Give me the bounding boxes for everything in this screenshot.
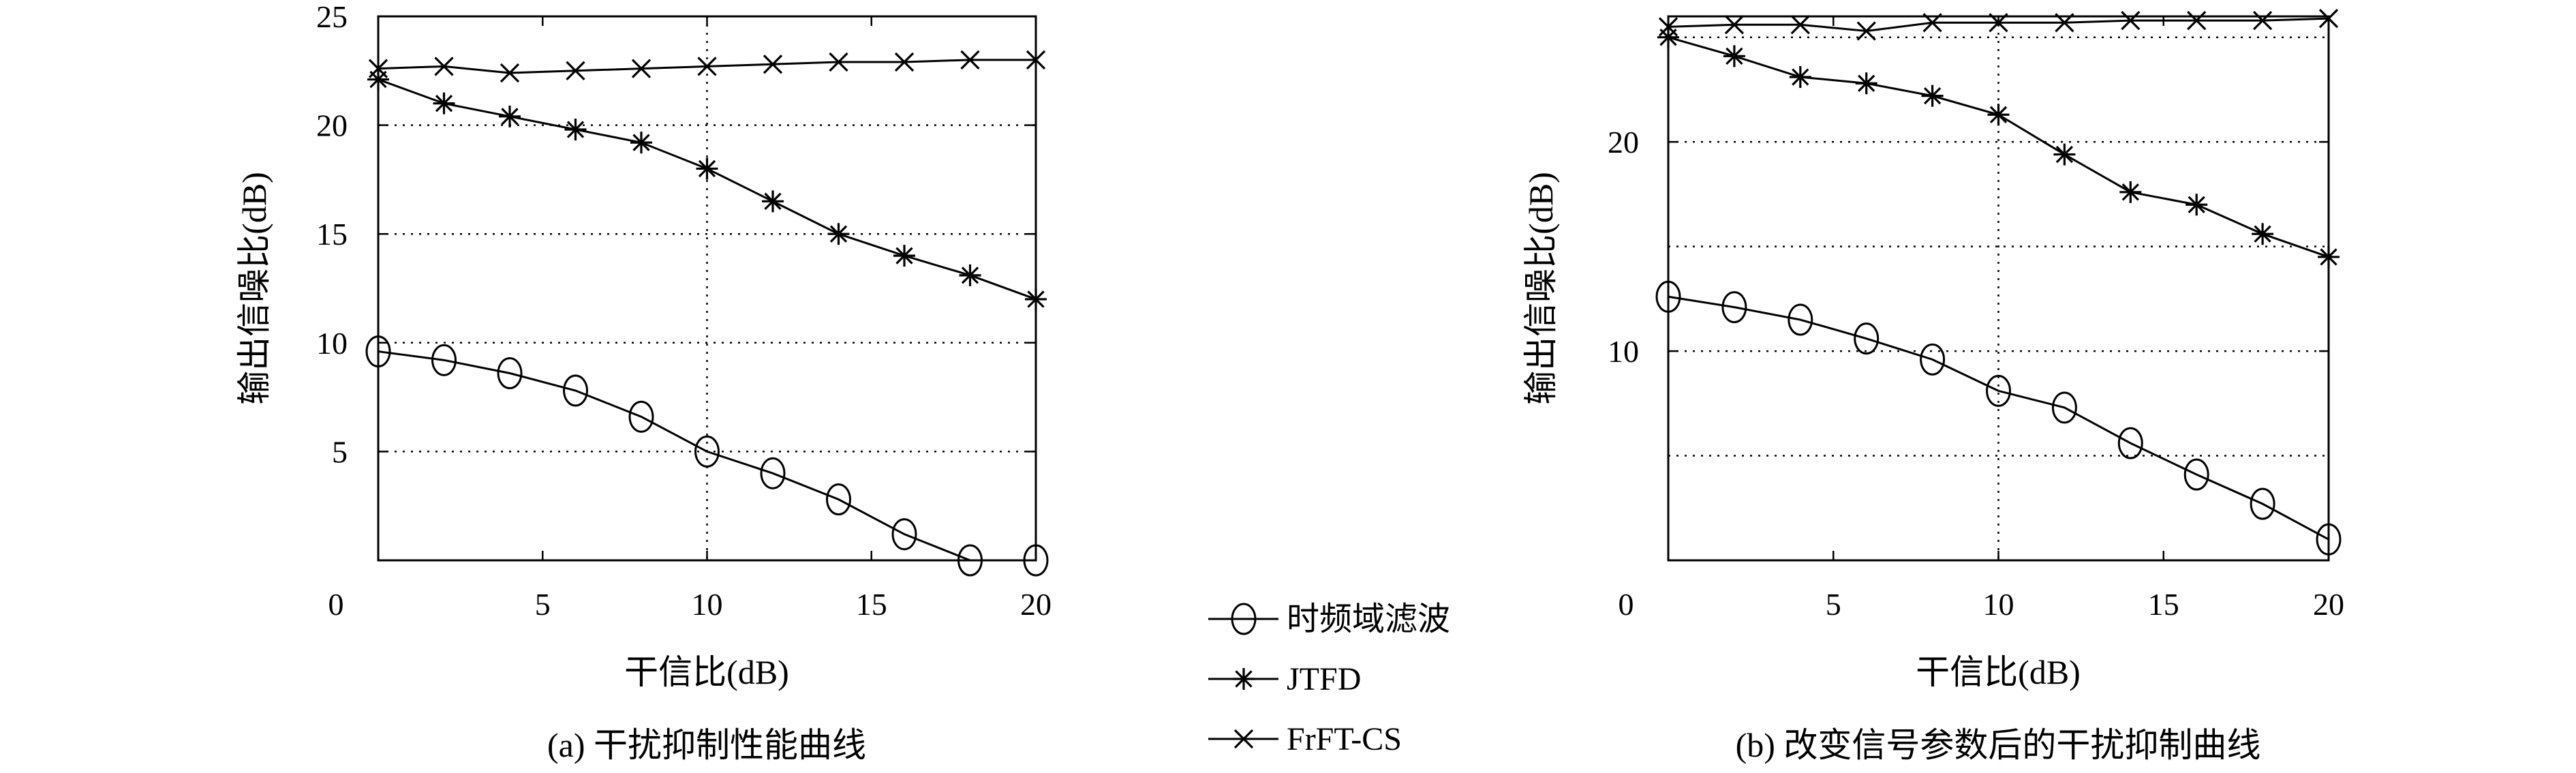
x-tick-label: 20 bbox=[1020, 587, 1052, 622]
series-point-a-2-1 bbox=[434, 57, 454, 76]
series-point-a-0-3 bbox=[563, 374, 588, 407]
series-point-a-2-2 bbox=[500, 63, 520, 83]
series-point-a-2-3 bbox=[566, 61, 585, 80]
series-point-b-1-4 bbox=[1921, 85, 1944, 107]
series-line-b-1 bbox=[1668, 36, 2329, 258]
chart-panel-b: 0 5 10 15 20 10 20 输出信噪比(dB) 干信比(dB) (b) 改变信号参… bbox=[1522, 8, 2344, 764]
caption-b: (b) 改变信号参数后的干扰抑制曲线 bbox=[1736, 726, 2261, 764]
x-tick-label: 20 bbox=[2313, 587, 2344, 622]
series-point-b-2-8 bbox=[2187, 11, 2207, 31]
series-point-a-1-9 bbox=[959, 264, 981, 286]
series-point-a-1-8 bbox=[893, 245, 915, 267]
series-point-b-0-5 bbox=[1986, 374, 2011, 407]
x-tick-label: 15 bbox=[2148, 587, 2179, 622]
y-axis-label-a: 输出信噪比(dB) bbox=[235, 172, 273, 405]
series-point-a-1-2 bbox=[499, 105, 521, 127]
y-axis-label-b: 输出信噪比(dB) bbox=[1522, 172, 1560, 405]
series-point-a-0-6 bbox=[760, 457, 786, 489]
x-tick-label: 10 bbox=[1983, 587, 2014, 622]
x-tick-label: 0 bbox=[328, 587, 344, 622]
series-point-b-1-9 bbox=[2252, 223, 2274, 245]
ticks-b: 0 5 10 15 20 10 20 bbox=[1608, 16, 2344, 622]
series-point-a-1-6 bbox=[762, 190, 784, 213]
series-point-b-2-7 bbox=[2121, 11, 2141, 31]
grid-a bbox=[378, 16, 1036, 560]
series-point-a-0-1 bbox=[431, 344, 457, 376]
series-point-a-0-4 bbox=[628, 400, 654, 433]
series-point-b-0-7 bbox=[2117, 427, 2143, 459]
legend-label: JTFD bbox=[1287, 661, 1361, 697]
y-tick-label: 20 bbox=[1608, 125, 1639, 160]
legend-label: 时频域滤波 bbox=[1287, 601, 1450, 637]
series-point-a-1-1 bbox=[433, 92, 455, 115]
x-tick-label: 5 bbox=[535, 587, 551, 622]
y-tick-label: 10 bbox=[316, 326, 348, 361]
series-point-a-2-8 bbox=[894, 52, 915, 72]
series-layer-a bbox=[365, 50, 1049, 577]
series-point-b-0-6 bbox=[2051, 391, 2077, 424]
legend-label: FrFT-CS bbox=[1287, 721, 1402, 757]
series-point-b-2-2 bbox=[1790, 15, 1810, 35]
series-point-b-2-1 bbox=[1724, 15, 1745, 35]
series-point-a-1-4 bbox=[630, 132, 652, 154]
grid-b bbox=[1668, 16, 2329, 560]
series-point-a-2-9 bbox=[960, 50, 980, 70]
series-point-b-1-8 bbox=[2186, 194, 2208, 216]
series-point-b-1-1 bbox=[1723, 45, 1745, 67]
series-point-b-1-6 bbox=[2053, 143, 2076, 166]
y-tick-label: 25 bbox=[316, 0, 348, 34]
series-point-b-2-9 bbox=[2252, 11, 2273, 31]
y-tick-label: 15 bbox=[316, 217, 348, 252]
series-point-b-0-4 bbox=[1920, 343, 1946, 376]
series-point-a-2-7 bbox=[829, 52, 848, 72]
y-tick-label: 5 bbox=[332, 434, 348, 469]
ticks-a: 0 5 10 15 20 5 10 15 20 25 bbox=[316, 0, 1052, 622]
series-point-a-2-6 bbox=[763, 55, 783, 74]
caption-a: (a) 干扰抑制性能曲线 bbox=[547, 726, 866, 764]
series-point-b-0-9 bbox=[2250, 487, 2275, 520]
x-tick-label: 5 bbox=[1826, 587, 1841, 622]
series-point-b-1-5 bbox=[1987, 104, 2010, 126]
x-axis-label-b: 干信比(dB) bbox=[1916, 653, 2081, 691]
series-point-a-0-5 bbox=[694, 435, 720, 468]
x-tick-label: 15 bbox=[856, 587, 887, 622]
legend: 时频域滤波 JTFD FrFT-CS bbox=[1208, 601, 1450, 757]
series-point-a-1-3 bbox=[564, 118, 587, 140]
series-point-a-2-4 bbox=[631, 59, 651, 78]
x-tick-label: 0 bbox=[1619, 587, 1634, 622]
series-line-b-0 bbox=[1668, 295, 2329, 541]
legend-marker-0 bbox=[1231, 603, 1257, 635]
series-point-a-0-7 bbox=[826, 483, 851, 516]
series-point-b-1-2 bbox=[1789, 66, 1811, 89]
series-point-b-0-3 bbox=[1854, 322, 1880, 355]
y-tick-label: 10 bbox=[1608, 334, 1639, 369]
series-point-b-2-3 bbox=[1856, 21, 1876, 41]
series-point-b-1-3 bbox=[1855, 72, 1877, 95]
series-point-a-1-5 bbox=[696, 157, 718, 180]
series-point-b-0-2 bbox=[1788, 303, 1813, 336]
series-point-a-0-8 bbox=[891, 518, 917, 551]
series-point-b-1-7 bbox=[2119, 181, 2142, 203]
chart-panel-a: 0 5 10 15 20 5 10 15 20 25 输出信噪比(dB) 干信比(dB) (a) … bbox=[235, 0, 1052, 764]
series-point-a-0-2 bbox=[497, 357, 523, 389]
series-point-a-2-5 bbox=[697, 57, 717, 76]
series-line-a-0 bbox=[378, 350, 1036, 562]
series-point-b-0-8 bbox=[2183, 458, 2209, 491]
y-tick-label: 20 bbox=[316, 108, 348, 143]
x-axis-label-a: 干信比(dB) bbox=[624, 653, 789, 691]
series-point-a-1-7 bbox=[827, 223, 850, 245]
legend-marker-2 bbox=[1233, 729, 1254, 749]
series-point-b-0-1 bbox=[1721, 291, 1747, 324]
x-tick-label: 10 bbox=[692, 587, 723, 622]
legend-marker-1 bbox=[1233, 668, 1255, 690]
